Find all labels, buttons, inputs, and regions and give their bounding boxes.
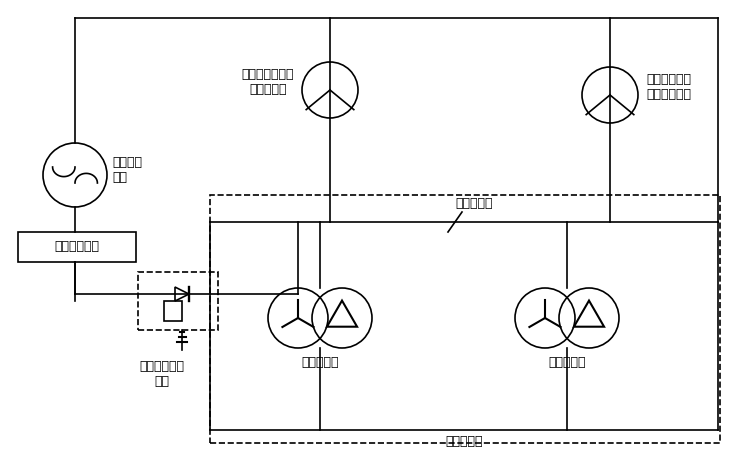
- Text: 第一被测电容式
电压互感器: 第一被测电容式 电压互感器: [241, 68, 294, 96]
- Bar: [164, 301, 182, 321]
- Text: 电压检测
单元: 电压检测 单元: [112, 156, 142, 184]
- Bar: [210, 195, 720, 443]
- Text: 计算处理单元: 计算处理单元: [55, 240, 100, 254]
- Text: 低压侧母线: 低压侧母线: [445, 435, 483, 448]
- Text: 第二被测电容
式电压互感器: 第二被测电容 式电压互感器: [646, 73, 691, 101]
- Text: 高压侧母线: 高压侧母线: [455, 197, 492, 210]
- Text: 可控频率发生
单元: 可控频率发生 单元: [139, 360, 184, 388]
- Text: 第一变压器: 第一变压器: [301, 356, 339, 369]
- Bar: [138, 272, 218, 330]
- Bar: [18, 232, 136, 262]
- Text: 第二变压器: 第二变压器: [548, 356, 586, 369]
